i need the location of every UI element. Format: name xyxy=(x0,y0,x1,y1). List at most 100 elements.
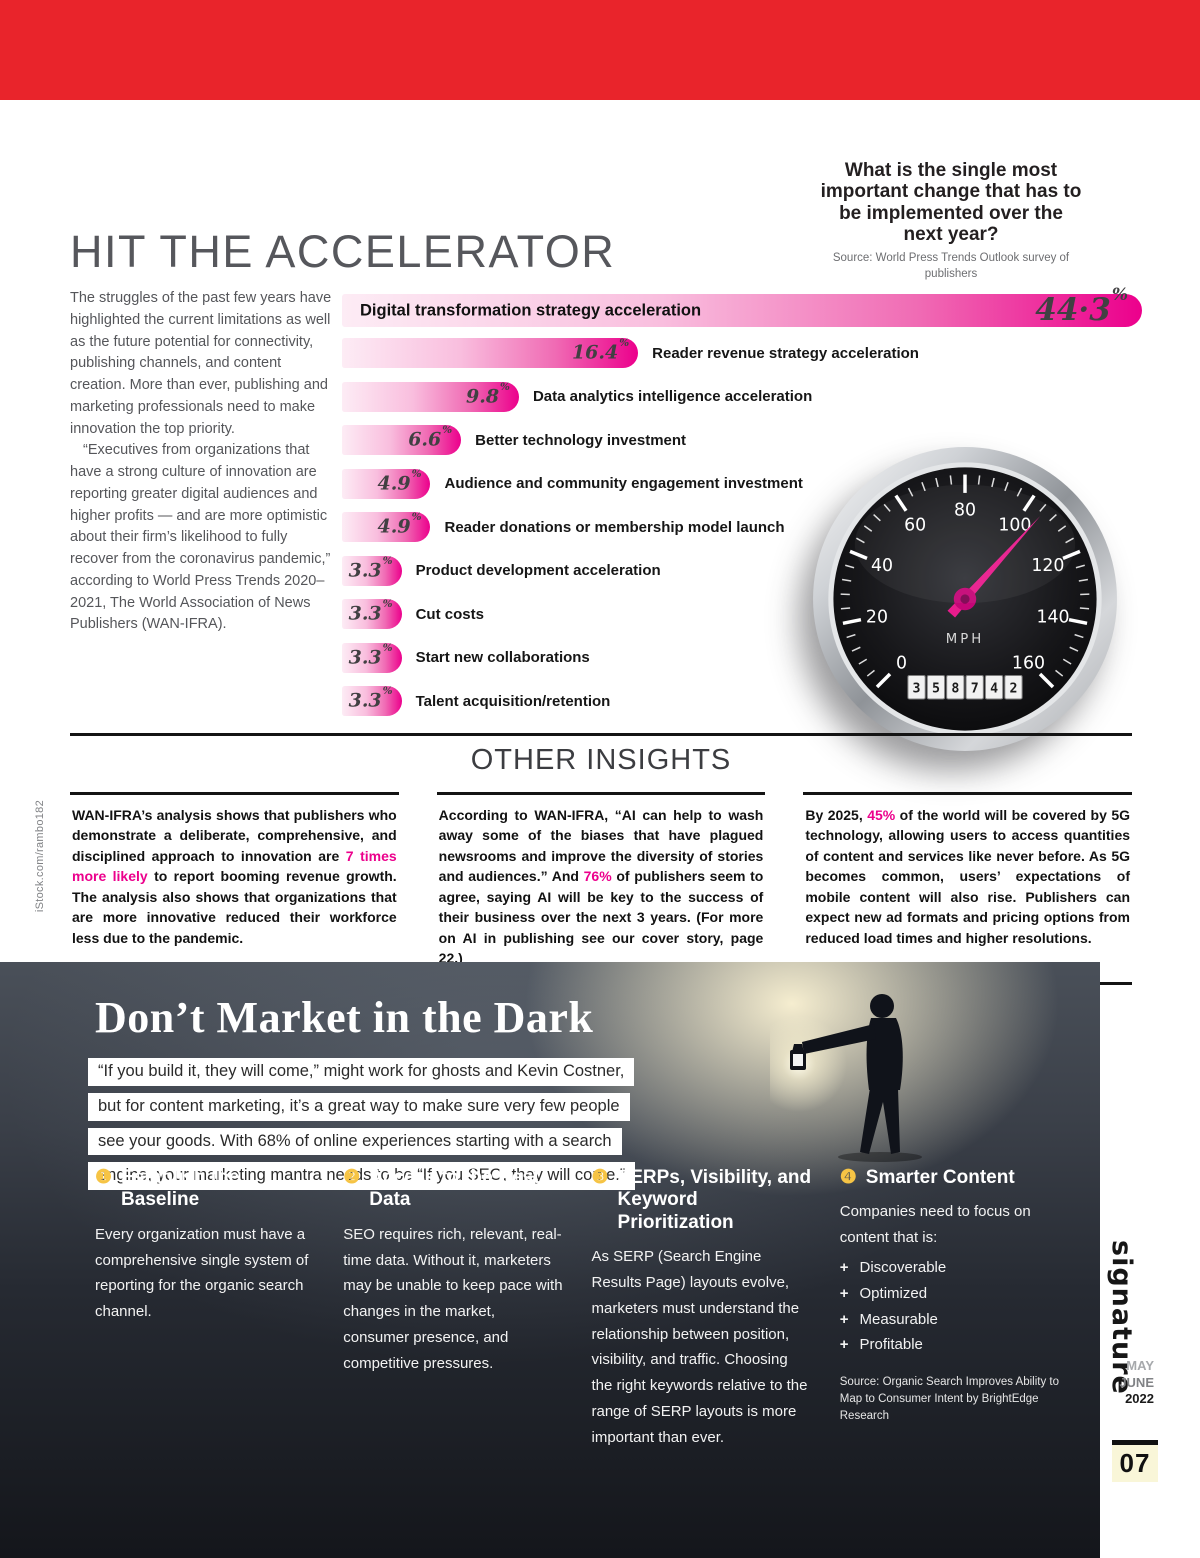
issue-month: JUNE xyxy=(1119,1374,1154,1390)
bar-label: Cut costs xyxy=(415,605,484,623)
bar-label: Product development acceleration xyxy=(415,562,661,579)
odometer-digit: 7 xyxy=(971,681,979,696)
bar: 3.3% xyxy=(342,641,402,673)
intro-paragraph: “Executives from organizations that have… xyxy=(70,442,331,633)
step-number: ❶ xyxy=(95,1167,113,1188)
odometer-digit-box xyxy=(965,674,984,700)
page-number: 07 xyxy=(1119,1448,1151,1478)
gauge-unit-label: MPH xyxy=(946,632,985,647)
issue-date: MAY JUNE 2022 xyxy=(1088,1358,1154,1408)
svg-text:160: 160 xyxy=(1012,654,1045,674)
insights-heading: OTHER INSIGHTS xyxy=(470,744,732,776)
odometer-digit-box xyxy=(946,674,965,700)
bar-chart: Digital transformation strategy accelera… xyxy=(342,285,1142,730)
bar-label: Start new collaborations xyxy=(415,649,590,666)
bar-row: 16.4% Reader revenue strategy acceleratio… xyxy=(342,338,1142,368)
insight-highlight: 7 times more likely xyxy=(72,847,397,885)
page-number-rule xyxy=(1112,1440,1158,1445)
bar-value: 3.3% xyxy=(348,641,393,669)
insight-text: By 2025, xyxy=(805,807,868,823)
bar-value: 4.9% xyxy=(377,467,422,495)
bar-value: 4.9% xyxy=(377,511,422,538)
step-column: ❶ Establish the Baseline Every organizatio… xyxy=(95,1167,315,1455)
svg-text:100: 100 xyxy=(998,515,1031,535)
bar-label: Better technology investment xyxy=(475,431,687,449)
insight-text: to report booming revenue growth. The an… xyxy=(72,868,397,946)
page-title: HIT THE ACCELERATOR xyxy=(70,226,616,277)
bullet-item: + Discoverable xyxy=(840,1255,1060,1281)
odometer-digit-box xyxy=(1004,674,1023,700)
insight-text: of the world will be covered by 5G techn… xyxy=(805,807,1131,946)
bullet-label: Optimized xyxy=(859,1284,928,1302)
bar-row: 4.9% Reader donations or membership model… xyxy=(342,512,1142,542)
step-number: ❷ xyxy=(343,1167,361,1188)
bar-value: 16.4% xyxy=(571,337,630,364)
bar-label: Digital transformation strategy accelera… xyxy=(360,301,702,319)
odometer-digit: 3 xyxy=(913,681,921,696)
bar-row: 3.3% Start new collaborations xyxy=(342,641,1142,673)
odometer-digit: 4 xyxy=(990,681,998,696)
insight-column: WAN-IFRA’s analysis shows that publisher… xyxy=(70,792,399,985)
bar: 4.9% xyxy=(342,467,431,499)
plus-icon: + xyxy=(839,1310,849,1328)
bar-row: 6.6% Better technology investment xyxy=(342,425,1142,455)
bar-label: Talent acquisition/retention xyxy=(415,692,611,710)
bar: Digital transformation strategy accelera… xyxy=(342,285,1142,328)
svg-text:20: 20 xyxy=(866,608,888,628)
intro-text: The struggles of the past few years have… xyxy=(70,288,334,636)
bullet-item: + Measurable xyxy=(840,1307,1060,1333)
svg-text:0: 0 xyxy=(896,654,907,674)
bullet-item: + Optimized xyxy=(840,1281,1060,1307)
bar-value: 6.6% xyxy=(408,424,453,451)
feature-section: Don’t Market in the Dark “If you build i… xyxy=(0,962,1100,1558)
bar-label: Data analytics intelligence acceleration xyxy=(532,388,813,405)
insight-text: WAN-IFRA’s analysis shows that publisher… xyxy=(72,807,397,864)
bar-row: 3.3% Product development acceleration xyxy=(342,554,1142,586)
bar-value: 44·3% xyxy=(1035,285,1128,328)
insight-highlight: 45% xyxy=(867,807,896,823)
step-number: ❸ xyxy=(591,1167,609,1188)
bullet-label: Profitable xyxy=(859,1336,923,1354)
insight-text: According to WAN-IFRA, “AI can help to w… xyxy=(438,807,764,885)
insight-column: By 2025, 45% of the world will be covere… xyxy=(803,792,1133,985)
issue-year: 2022 xyxy=(1125,1391,1154,1407)
insights-columns: WAN-IFRA’s analysis shows that publisher… xyxy=(70,792,1133,985)
photo-credit: iStock.com/rambo182 xyxy=(34,800,46,913)
chart-source: Source: World Press Trends Outlook surve… xyxy=(832,252,1070,280)
svg-text:40: 40 xyxy=(871,556,893,576)
bar-label: Audience and community engagement invest… xyxy=(444,475,803,492)
issue-month: MAY xyxy=(1126,1358,1154,1373)
bullet-label: Discoverable xyxy=(859,1259,947,1276)
page-number-block: 07 xyxy=(1112,1440,1158,1482)
insight-column: According to WAN-IFRA, “AI can help to w… xyxy=(436,792,766,985)
chart-question-block: What is the single most important change… xyxy=(818,160,1084,282)
top-red-bar xyxy=(0,0,1200,100)
intro-paragraph: The struggles of the past few years have… xyxy=(70,290,332,437)
magazine-logo: signature xyxy=(1106,1240,1137,1395)
step-intro: Companies need to focus on content that … xyxy=(839,1203,1031,1247)
step-heading: ❶ Establish the Baseline xyxy=(95,1167,315,1212)
bar-value: 3.3% xyxy=(348,554,393,582)
insight-highlight: 76% xyxy=(583,868,612,885)
step-heading: ❸ SERPs, Visibility, and Keyword Prioriti… xyxy=(592,1167,812,1234)
chart-question: What is the single most important change… xyxy=(820,160,1082,245)
bar-value: 9.8% xyxy=(465,380,510,408)
step-heading-text: Establish the Baseline xyxy=(121,1167,240,1211)
plus-icon: + xyxy=(839,1259,849,1276)
highlighted-quote-line: see your goods. With 68% of online exper… xyxy=(88,1127,622,1156)
svg-text:140: 140 xyxy=(1036,608,1069,628)
source-note: Source: Organic Search Improves Ability … xyxy=(839,1376,1059,1422)
bar-row: 3.3% Cut costs xyxy=(342,599,1142,629)
bar: 16.4% xyxy=(342,337,639,368)
odometer-digit-box xyxy=(984,674,1004,700)
step-column: ❹ Smarter Content Companies need to focus … xyxy=(840,1167,1060,1455)
bar: 3.3% xyxy=(342,554,402,586)
highlighted-quote-line: engine, your marketing mantra needs to b… xyxy=(88,1162,636,1191)
bar-label: Reader donations or membership model lau… xyxy=(444,518,785,536)
dark-columns: ❶ Establish the Baseline Every organizatio… xyxy=(95,1167,1060,1455)
step-body: As SERP (Search Engine Results Page) lay… xyxy=(591,1248,808,1446)
highlighted-quote-line: but for content marketing, it’s a great … xyxy=(88,1092,630,1121)
bar: 9.8% xyxy=(342,380,519,412)
insight-text: of publishers seem to agree, saying AI w… xyxy=(438,868,764,967)
